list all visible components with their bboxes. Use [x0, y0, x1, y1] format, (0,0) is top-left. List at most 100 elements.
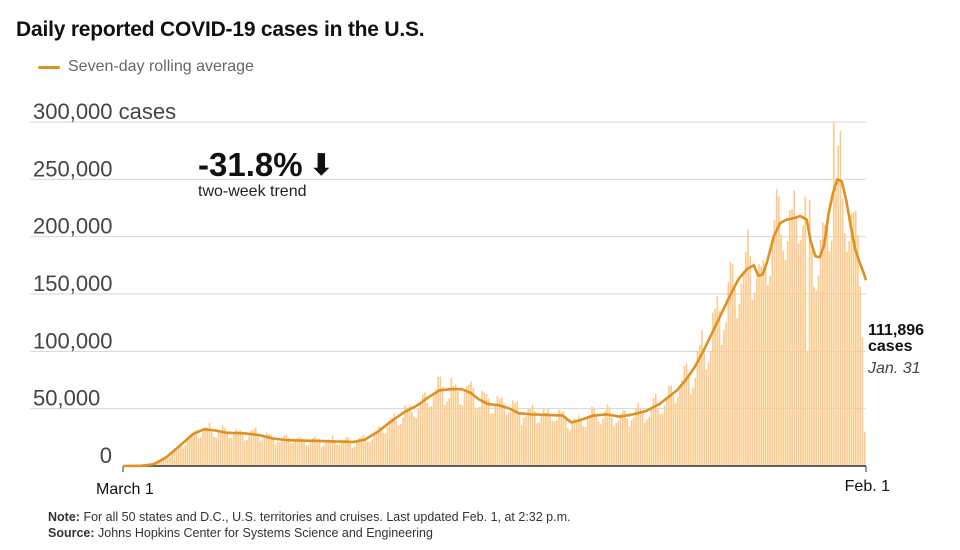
down-arrow-icon: ⬇ [308, 148, 334, 182]
source-label: Source: [48, 526, 95, 540]
daily-bar [595, 415, 598, 466]
daily-bar [367, 441, 369, 466]
daily-bar [404, 405, 406, 466]
daily-bar [386, 426, 389, 466]
legend-line-swatch [38, 65, 60, 69]
daily-bar [586, 418, 589, 466]
daily-bar [738, 303, 741, 466]
daily-bar [819, 239, 822, 466]
rolling-average-line-group [123, 178, 868, 468]
daily-bar [257, 435, 259, 466]
daily-bar [591, 406, 593, 466]
daily-bar [356, 441, 358, 466]
daily-bar [221, 425, 224, 466]
daily-bar [290, 443, 292, 466]
daily-bar [375, 431, 378, 466]
daily-bar [261, 439, 264, 466]
daily-bar [575, 419, 578, 466]
daily-bar [292, 442, 294, 466]
daily-bar [345, 437, 347, 466]
daily-bar [384, 433, 387, 466]
daily-bar [580, 421, 582, 466]
daily-bar [437, 377, 439, 466]
daily-bar [791, 208, 793, 466]
daily-bar [435, 389, 437, 466]
x-tick-label: March 1 [96, 481, 154, 498]
daily-bar [852, 211, 855, 466]
daily-bar [351, 447, 354, 466]
daily-bar [450, 377, 453, 466]
daily-bar [406, 407, 409, 466]
daily-bar [558, 409, 560, 466]
daily-bar [468, 384, 470, 466]
daily-bar [773, 220, 776, 466]
daily-bar [729, 261, 732, 466]
daily-bar [606, 404, 609, 466]
daily-bar [828, 251, 831, 466]
daily-bar [446, 401, 448, 466]
daily-bar [325, 442, 327, 466]
daily-bar [210, 430, 213, 466]
daily-bar [830, 240, 833, 466]
daily-bar [307, 445, 310, 466]
daily-bar [270, 434, 272, 466]
daily-bar [630, 420, 633, 466]
daily-bar [523, 417, 525, 466]
daily-bar [254, 427, 257, 466]
daily-bar [272, 438, 275, 466]
daily-bar [226, 433, 228, 466]
daily-bar [611, 417, 613, 466]
daily-bar [191, 433, 193, 466]
daily-bar [549, 414, 552, 466]
x-tick-labels: March 1 Feb. 1 [96, 478, 890, 498]
daily-bar [250, 430, 253, 466]
daily-bar [395, 420, 398, 466]
daily-bar [701, 330, 703, 466]
daily-bar [712, 312, 714, 466]
daily-bar [626, 418, 628, 466]
daily-bar [863, 431, 866, 466]
daily-bar [615, 423, 618, 466]
daily-bar [281, 438, 283, 466]
daily-bar [371, 439, 373, 466]
daily-bar [531, 404, 534, 466]
daily-bar [235, 429, 237, 466]
daily-bar [347, 436, 349, 466]
daily-bar [171, 452, 173, 466]
daily-bar [164, 457, 167, 466]
daily-bar [215, 437, 217, 466]
daily-bar [193, 431, 195, 466]
daily-bar [687, 376, 690, 466]
daily-bar [158, 461, 160, 466]
daily-bar [186, 440, 189, 466]
daily-bar [166, 458, 169, 466]
daily-bar [608, 406, 611, 466]
daily-bar [815, 291, 818, 466]
daily-bar [454, 384, 457, 466]
daily-bar [241, 432, 244, 466]
daily-bar [246, 440, 248, 466]
daily-bar [393, 413, 395, 466]
daily-bar [703, 353, 705, 466]
daily-bar [410, 412, 413, 466]
daily-bar [705, 369, 708, 466]
daily-bar [646, 419, 648, 466]
daily-bar [582, 426, 585, 466]
daily-bar [336, 444, 338, 466]
daily-bar [285, 434, 288, 466]
daily-bar [481, 390, 483, 466]
daily-bar [298, 437, 301, 466]
daily-bar [432, 395, 435, 466]
daily-bar [690, 394, 692, 466]
daily-bar [155, 463, 158, 466]
daily-bar [243, 440, 246, 466]
daily-bar [224, 427, 226, 466]
daily-bar [380, 427, 382, 466]
daily-bar [415, 418, 417, 466]
daily-bar [589, 414, 591, 466]
y-tick-label: 200,000 [33, 214, 113, 239]
daily-bar [443, 405, 446, 466]
daily-bar [160, 460, 162, 466]
daily-bar [441, 386, 444, 466]
